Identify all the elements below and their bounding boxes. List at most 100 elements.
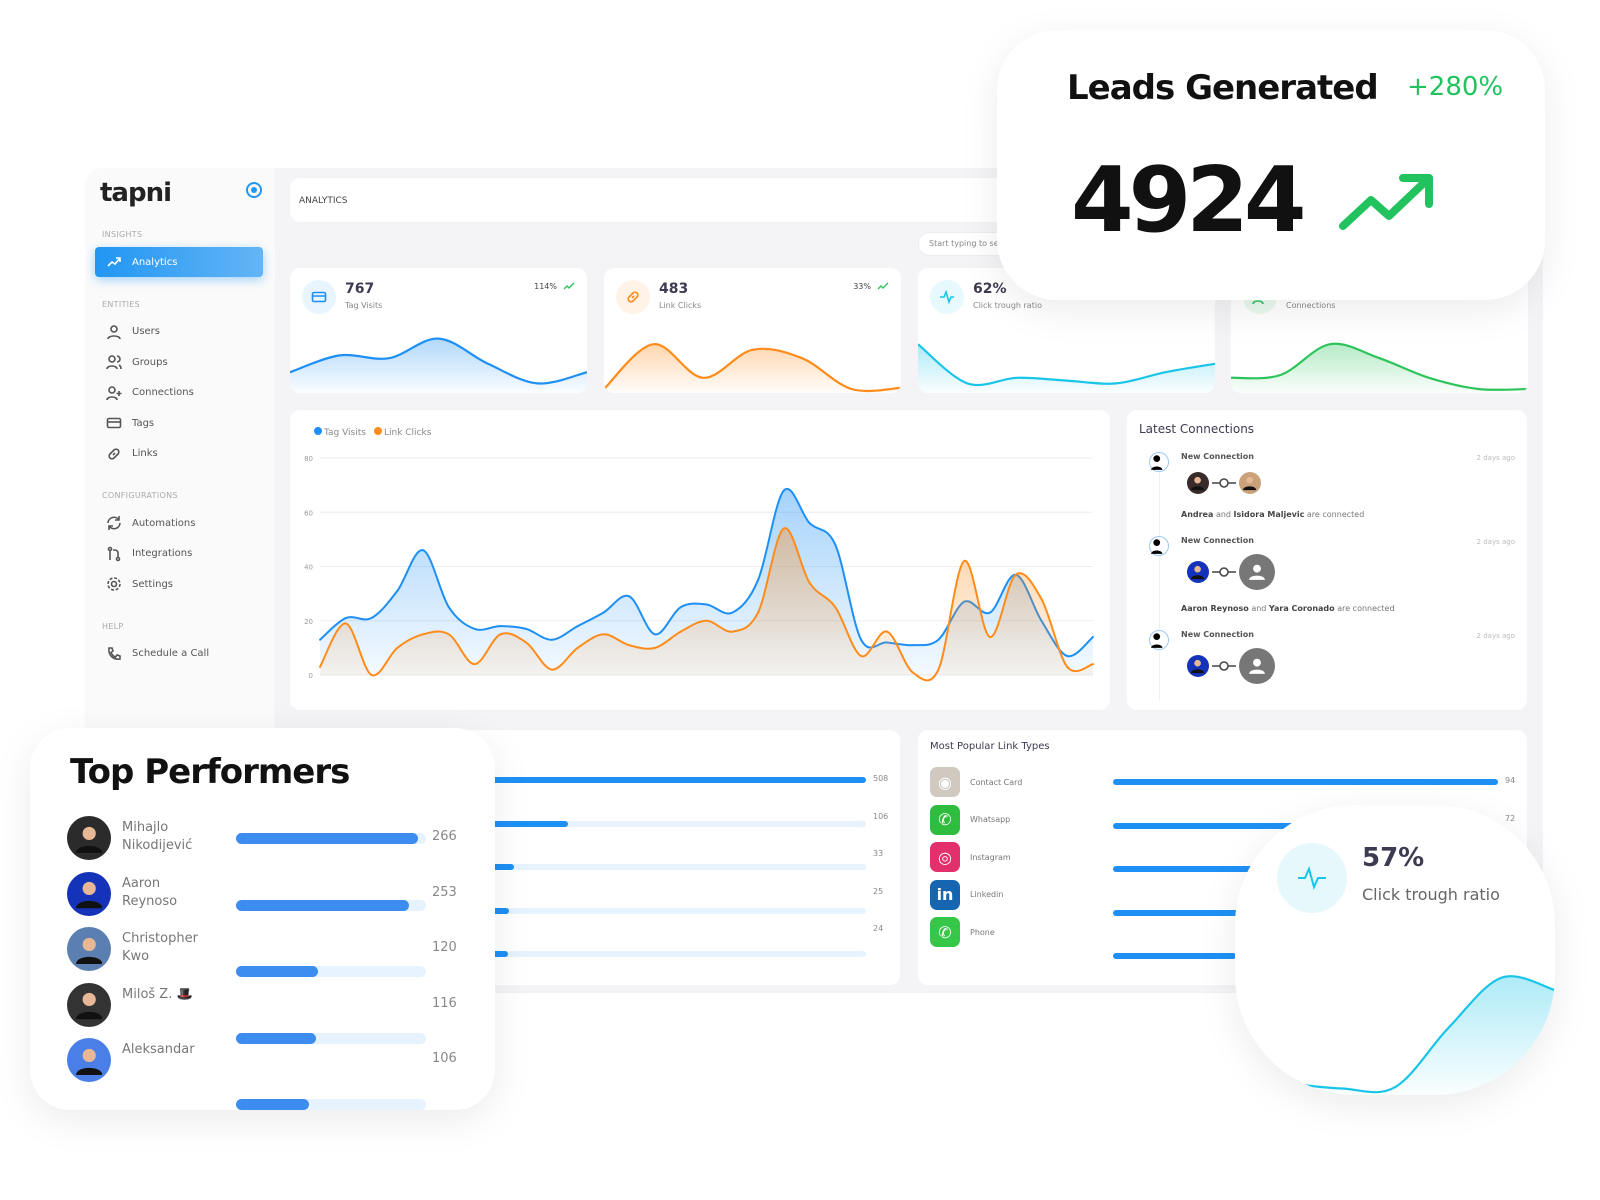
sidebar-item-groups[interactable]: Groups xyxy=(95,347,263,377)
activity-icon xyxy=(940,289,954,305)
data-point[interactable] xyxy=(782,489,785,492)
user-plus-icon xyxy=(1149,452,1169,472)
sidebar-item-integrations[interactable]: Integrations xyxy=(95,539,263,569)
data-point[interactable] xyxy=(628,595,631,598)
data-point[interactable] xyxy=(653,633,656,636)
stat-card-link-clicks[interactable]: 483 Link Clicks 33% xyxy=(604,268,901,393)
data-point[interactable] xyxy=(422,549,425,552)
link-type-label: Contact Card xyxy=(970,777,1023,787)
link-type-row[interactable]: ◎ Instagram xyxy=(930,841,1011,873)
data-point[interactable] xyxy=(963,560,966,563)
data-point[interactable] xyxy=(937,638,940,641)
data-point[interactable] xyxy=(602,633,605,636)
data-point[interactable] xyxy=(885,630,888,633)
sidebar-item-label: Tags xyxy=(132,417,155,429)
latest-connections-title: Latest Connections xyxy=(1139,422,1255,436)
legend-tag-visits[interactable]: Tag Visits xyxy=(314,427,366,438)
card-icon xyxy=(106,417,122,429)
data-point[interactable] xyxy=(834,543,837,546)
data-point[interactable] xyxy=(344,617,347,620)
data-point[interactable] xyxy=(447,606,450,609)
data-point[interactable] xyxy=(550,638,553,641)
data-point[interactable] xyxy=(1066,665,1069,668)
connection-avatars[interactable] xyxy=(1187,472,1261,494)
data-point[interactable] xyxy=(757,611,760,614)
data-point[interactable] xyxy=(422,633,425,636)
sidebar-item-users[interactable]: Users xyxy=(95,317,263,347)
user-plus-icon xyxy=(1149,536,1169,556)
sidebar-item-automations[interactable]: Automations xyxy=(95,508,263,538)
data-point[interactable] xyxy=(1014,573,1017,576)
link-type-row[interactable]: in Linkedin xyxy=(930,879,1003,911)
y-tick-label: 20 xyxy=(304,618,313,626)
link-type-row[interactable]: ◉ Contact Card xyxy=(930,766,1022,798)
link-type-label: Phone xyxy=(970,927,995,937)
sidebar-item-links[interactable]: Links xyxy=(95,439,263,469)
data-point[interactable] xyxy=(731,611,734,614)
data-point[interactable] xyxy=(911,644,914,647)
sidebar-item-analytics[interactable]: Analytics xyxy=(95,247,263,277)
page-header: ANALYTICS xyxy=(290,178,1010,222)
data-point[interactable] xyxy=(782,527,785,530)
sidebar-section-title: HELP xyxy=(102,621,124,631)
data-point[interactable] xyxy=(370,674,373,676)
connection-link-icon xyxy=(1212,567,1236,577)
data-point[interactable] xyxy=(319,665,321,668)
data-point[interactable] xyxy=(988,611,991,614)
data-point[interactable] xyxy=(576,646,579,649)
data-point[interactable] xyxy=(396,589,399,592)
data-point[interactable] xyxy=(937,668,940,671)
sparkline-line xyxy=(604,343,901,393)
data-point[interactable] xyxy=(757,579,760,582)
data-point[interactable] xyxy=(499,625,502,628)
data-point[interactable] xyxy=(911,671,914,674)
data-point[interactable] xyxy=(1066,655,1069,658)
link-type-row[interactable]: ✆ Whatsapp xyxy=(930,804,1010,836)
data-point[interactable] xyxy=(679,630,682,633)
data-point[interactable] xyxy=(860,655,863,658)
sidebar-item-schedule-a-call[interactable]: Schedule a Call xyxy=(95,639,263,669)
data-point[interactable] xyxy=(499,633,502,636)
data-point[interactable] xyxy=(473,627,476,630)
data-point[interactable] xyxy=(834,606,837,609)
avatar xyxy=(1239,472,1261,494)
connection-avatars[interactable] xyxy=(1187,554,1275,590)
data-point[interactable] xyxy=(525,641,528,644)
data-point[interactable] xyxy=(370,617,373,620)
connection-avatars[interactable] xyxy=(1187,648,1275,684)
data-point[interactable] xyxy=(705,603,708,606)
data-point[interactable] xyxy=(550,668,553,671)
sidebar-item-label: Automations xyxy=(132,517,196,529)
data-point[interactable] xyxy=(860,638,863,641)
data-point[interactable] xyxy=(988,636,991,639)
data-point[interactable] xyxy=(1092,636,1094,639)
data-point[interactable] xyxy=(1092,663,1094,666)
bar-value: 24 xyxy=(873,924,884,933)
data-point[interactable] xyxy=(447,633,450,636)
data-point[interactable] xyxy=(1040,598,1043,601)
data-point[interactable] xyxy=(808,581,811,584)
sidebar-item-tags[interactable]: Tags xyxy=(95,408,263,438)
data-point[interactable] xyxy=(628,644,631,647)
data-point[interactable] xyxy=(705,619,708,622)
data-point[interactable] xyxy=(808,522,811,525)
data-point[interactable] xyxy=(602,611,605,614)
data-point[interactable] xyxy=(319,638,321,641)
data-point[interactable] xyxy=(344,622,347,625)
data-point[interactable] xyxy=(731,630,734,633)
data-point[interactable] xyxy=(473,663,476,666)
data-point[interactable] xyxy=(396,646,399,649)
link-icon xyxy=(627,291,639,303)
data-point[interactable] xyxy=(679,606,682,609)
data-point[interactable] xyxy=(525,627,528,630)
git-icon xyxy=(107,546,121,561)
data-point[interactable] xyxy=(576,625,579,628)
stat-card-tag-visits[interactable]: 767 Tag Visits 114% xyxy=(290,268,587,393)
sidebar-item-settings[interactable]: Settings xyxy=(95,569,263,599)
data-point[interactable] xyxy=(653,646,656,649)
sidebar-item-connections[interactable]: Connections xyxy=(95,378,263,408)
settings-toggle-icon[interactable] xyxy=(246,182,262,198)
legend-link-clicks[interactable]: Link Clicks xyxy=(373,427,431,438)
whatsapp-icon: ✆ xyxy=(930,804,960,835)
link-type-row[interactable]: ✆ Phone xyxy=(930,916,995,948)
